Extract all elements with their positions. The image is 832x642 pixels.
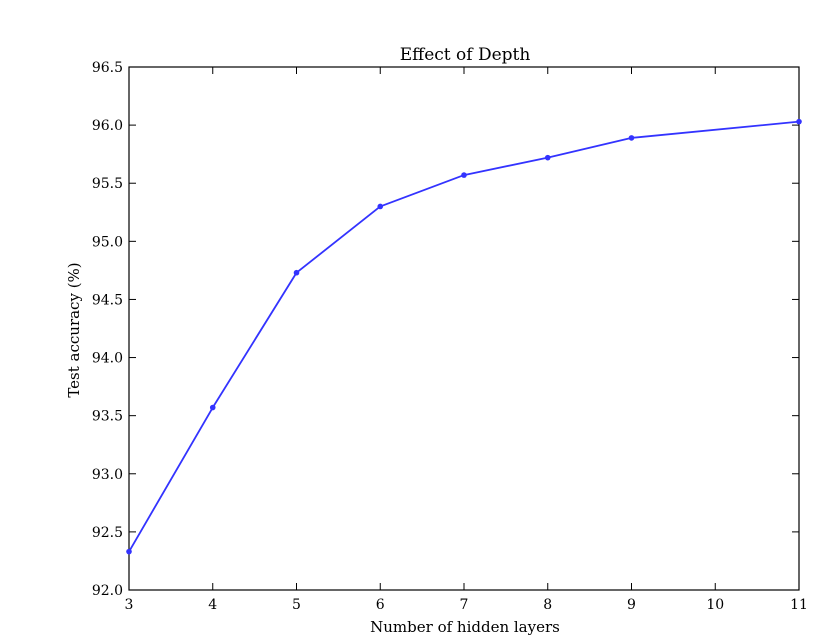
y-tick-label: 93.5 <box>92 409 123 425</box>
data-point <box>209 404 216 411</box>
data-point <box>544 154 551 161</box>
y-tick-label: 92.5 <box>92 525 123 541</box>
x-tick-label: 9 <box>627 597 636 613</box>
x-tick-label: 6 <box>376 597 385 613</box>
data-point <box>796 118 802 125</box>
plot-area: 3 4 5 6 7 8 9 10 11 92.0 92.5 93.0 93.5 94.0 94.5 95.0 9… <box>92 60 808 613</box>
x-tick-label: 10 <box>706 597 724 613</box>
data-point <box>126 548 132 555</box>
x-tick-label: 7 <box>460 597 469 613</box>
y-tick-label: 93.0 <box>92 467 123 483</box>
x-tick-label: 4 <box>208 597 217 613</box>
plot-frame <box>128 66 800 591</box>
y-tick-label: 96.5 <box>92 60 123 76</box>
chart-title: Effect of Depth <box>400 45 531 65</box>
y-tick-label: 94.0 <box>92 351 123 367</box>
y-axis-label: Test accuracy (%) <box>65 262 83 397</box>
series-line <box>128 120 800 553</box>
y-tick-label: 94.5 <box>92 292 123 308</box>
x-tick-label: 3 <box>125 597 134 613</box>
data-point <box>377 203 384 210</box>
y-tick-label: 96.0 <box>92 118 123 134</box>
x-tick-label: 8 <box>543 597 552 613</box>
x-tick-label: 5 <box>292 597 301 613</box>
x-axis-label: Number of hidden layers <box>370 618 560 636</box>
data-point <box>628 135 635 141</box>
y-tick-label: 95.0 <box>92 234 123 250</box>
data-point <box>461 172 467 178</box>
y-tick-label: 95.5 <box>92 176 123 192</box>
x-tick-label: 11 <box>790 597 808 613</box>
data-point <box>293 269 300 276</box>
y-tick-label: 92.0 <box>92 583 123 599</box>
